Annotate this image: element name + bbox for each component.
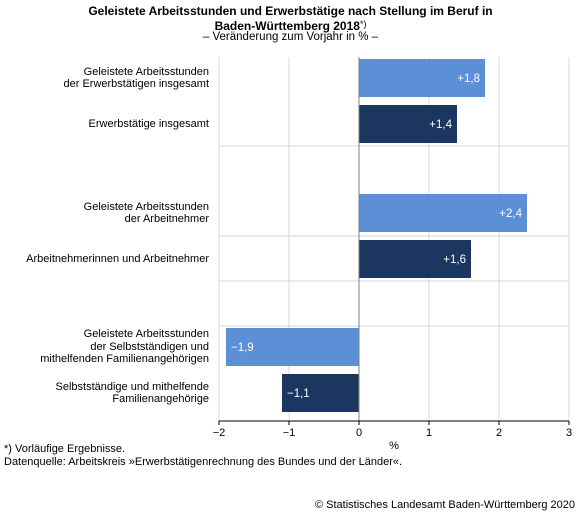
category-label: Arbeitnehmerinnen und Arbeitnehmer bbox=[0, 253, 209, 266]
category-label-line: der Selbstständigen und bbox=[90, 340, 209, 353]
category-label-line: Geleistete Arbeitsstunden bbox=[83, 65, 209, 78]
category-label: Geleistete Arbeitsstunden der Erwerbstäti… bbox=[0, 66, 209, 91]
x-tick-label: 1 bbox=[426, 427, 432, 439]
copyright-notice: © Statistisches Landesamt Baden-Württemb… bbox=[314, 499, 575, 511]
chart-title-footnote-mark: *) bbox=[359, 19, 367, 29]
bar bbox=[282, 374, 359, 412]
bar bbox=[359, 240, 471, 278]
bar bbox=[359, 59, 485, 97]
chart-title-line2: Baden-Württemberg 2018*) bbox=[0, 17, 581, 33]
bar-value-label: −1,9 bbox=[231, 342, 254, 354]
footnote-preliminary: *) Vorläufige Ergebnisse. bbox=[4, 443, 126, 455]
x-tick-label: 0 bbox=[356, 427, 362, 439]
category-label: Geleistete Arbeitsstunden der Selbstständ… bbox=[0, 328, 209, 366]
chart-title-line1: Geleistete Arbeitsstunden und Erwerbstät… bbox=[88, 4, 493, 18]
category-label-line: der Arbeitnehmer bbox=[124, 213, 209, 225]
x-tick-label: 2 bbox=[496, 427, 502, 439]
x-tick-label: −1 bbox=[283, 427, 296, 439]
chart-subtitle: – Veränderung zum Vorjahr in % – bbox=[202, 31, 379, 43]
category-label-line: Familienangehörige bbox=[112, 393, 209, 405]
category-label-line: Arbeitnehmerinnen und Arbeitnehmer bbox=[26, 252, 209, 265]
bar bbox=[359, 105, 457, 143]
bar bbox=[359, 194, 527, 232]
x-tick-label: −2 bbox=[213, 427, 226, 439]
x-tick-label: 3 bbox=[566, 427, 572, 439]
bar-value-label: +1,6 bbox=[443, 254, 466, 266]
category-label-line: Geleistete Arbeitsstunden bbox=[83, 200, 209, 213]
footnote-source: Datenquelle: Arbeitskreis »Erwerbstätige… bbox=[4, 456, 403, 468]
x-axis-label: % bbox=[389, 440, 399, 452]
bar-value-label: +2,4 bbox=[499, 208, 522, 220]
chart-title-text: Baden-Württemberg 2018 bbox=[214, 19, 360, 33]
category-label-line: Selbstständige und mithelfende bbox=[55, 380, 210, 393]
category-label-line: mithelfenden Familienangehörigen bbox=[40, 353, 209, 366]
bar bbox=[226, 328, 359, 366]
category-label: Erwerbstätige insgesamt bbox=[0, 118, 209, 131]
category-label: Selbstständige und mithelfende Familienan… bbox=[0, 380, 210, 406]
category-label: Geleistete Arbeitsstunden der Arbeitnehme… bbox=[0, 201, 209, 226]
category-label-line: der Erwerbstätigen insgesamt bbox=[63, 78, 209, 90]
category-label-line: Geleistete Arbeitsstunden bbox=[83, 328, 209, 341]
category-label-line: Erwerbstätige insgesamt bbox=[88, 117, 209, 130]
bar-value-label: +1,4 bbox=[429, 119, 452, 131]
bar-value-label: −1,1 bbox=[287, 388, 310, 400]
bar-value-label: +1,8 bbox=[457, 73, 480, 85]
